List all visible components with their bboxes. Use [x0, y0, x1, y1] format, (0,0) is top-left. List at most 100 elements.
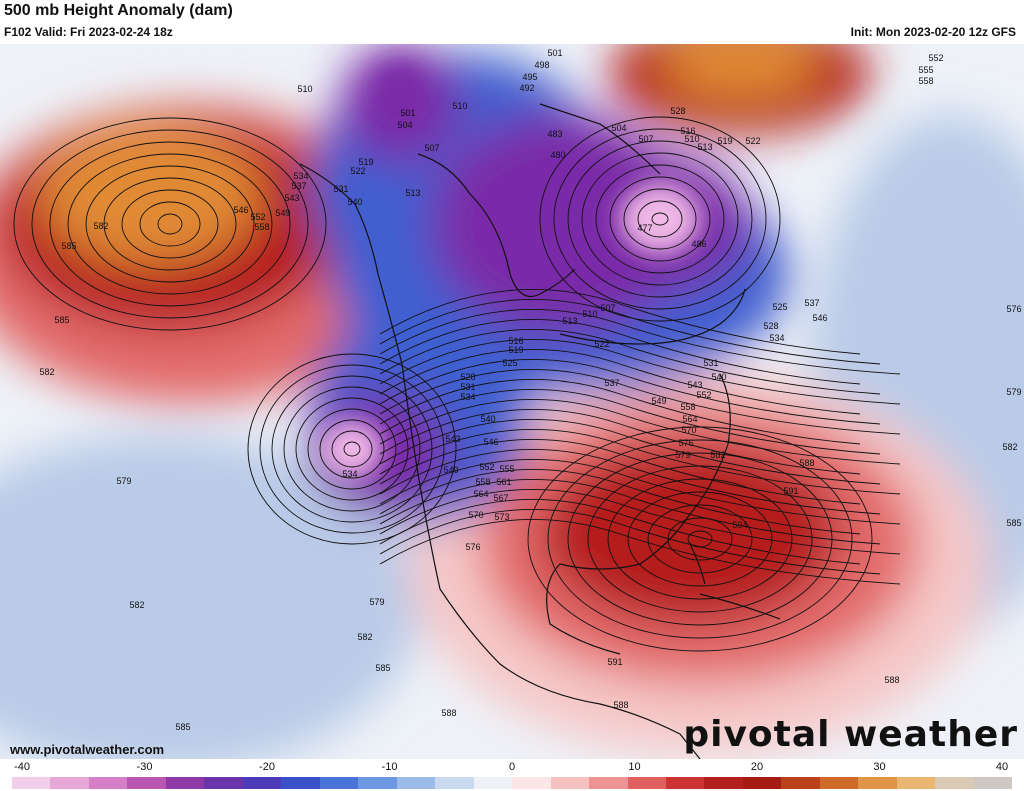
colorbar-swatch — [896, 777, 936, 789]
contour-line — [379, 339, 901, 405]
contour-label: 516 — [680, 126, 695, 136]
contour-label: 558 — [475, 477, 490, 487]
contour-label: 531 — [460, 382, 475, 392]
contour-ring — [31, 129, 309, 319]
contour-label: 594 — [732, 520, 747, 530]
contour-label: 579 — [116, 476, 131, 486]
contour-label: 564 — [473, 489, 488, 499]
contour-label: 522 — [594, 339, 609, 349]
contour-label: 585 — [375, 663, 390, 673]
colorbar-swatch — [627, 777, 666, 789]
contour-label: 549 — [275, 208, 290, 218]
contour-label: 558 — [254, 222, 269, 232]
colorbar-swatch — [281, 777, 320, 789]
contour-label: 531 — [703, 358, 718, 368]
contour-label: 582 — [129, 600, 144, 610]
contour-label: 552 — [696, 390, 711, 400]
colorbar-swatch — [781, 777, 820, 789]
colorbar-swatch — [550, 777, 590, 789]
contour-label: 567 — [493, 493, 508, 503]
contour-ring — [581, 152, 739, 286]
map-title: 500 mb Height Anomaly (dam) — [4, 2, 233, 19]
contour-label: 552 — [479, 462, 494, 472]
contour-label: 546 — [483, 437, 498, 447]
contour-label: 507 — [600, 303, 615, 313]
contour-line — [379, 329, 881, 395]
anomaly-shading — [0, 44, 1024, 759]
contour-ring — [651, 212, 669, 226]
contour-line — [379, 419, 881, 485]
chart-header: 500 mb Height Anomaly (dam) F102 Valid: … — [0, 0, 1024, 44]
contour-label: 573 — [494, 512, 509, 522]
contour-label: 558 — [680, 402, 695, 412]
contour-ring — [13, 117, 327, 331]
contour-line — [379, 389, 881, 455]
contour-ring — [157, 213, 183, 235]
contour-label: 504 — [611, 123, 626, 133]
contour-label: 588 — [884, 675, 899, 685]
contour-line — [379, 479, 881, 545]
contour-label: 570 — [468, 510, 483, 520]
anomaly-map[interactable]: 501 498 495 492 510 501 504 510 507 519 522 534 537 5… — [0, 44, 1024, 759]
contour-ring — [567, 140, 753, 298]
contour-label: 585 — [54, 315, 69, 325]
contour-ring — [139, 201, 201, 247]
contour-ring — [85, 165, 255, 283]
colorbar-ticks: -40 -30 -20 -10 0 10 20 30 40 — [12, 760, 1012, 776]
contour-label: 534 — [342, 469, 357, 479]
colorbar-tick-label: -30 — [136, 761, 153, 773]
contour-ring — [103, 177, 237, 271]
contour-ring — [49, 141, 291, 307]
contour-label: 519 — [717, 136, 732, 146]
contour-line — [379, 359, 881, 425]
colorbar-swatch — [435, 777, 474, 789]
contour-line — [379, 299, 881, 365]
colorbar-swatch — [858, 777, 897, 789]
contour-label: 483 — [547, 129, 562, 139]
contour-label: 588 — [613, 700, 628, 710]
contour-label: 537 — [291, 181, 306, 191]
contour-label: 585 — [61, 241, 76, 251]
colorbar-swatch — [473, 777, 513, 789]
contour-label: 534 — [293, 171, 308, 181]
contour-line — [379, 319, 861, 385]
colorbar-tick-label: -40 — [14, 761, 30, 773]
contour-ring — [283, 386, 421, 512]
contour-label: 585 — [1006, 518, 1021, 528]
contour-label: 540 — [711, 372, 726, 382]
contour-label: 582 — [357, 632, 372, 642]
contour-label: 576 — [465, 542, 480, 552]
contour-label: 534 — [769, 333, 784, 343]
contour-ring — [259, 364, 445, 534]
contour-label: 555 — [918, 65, 933, 75]
colorbar-tick-label: 40 — [995, 761, 1009, 773]
colorbar-swatch — [204, 777, 243, 789]
anomaly-cores — [322, 64, 700, 477]
contour-label: 528 — [670, 106, 685, 116]
contour-label: 519 — [508, 345, 523, 355]
colorbar-tick-label: 10 — [628, 761, 641, 773]
colorbar-tick-label: -20 — [259, 761, 275, 773]
contour-ring — [121, 189, 219, 259]
contour-label: 549 — [443, 465, 458, 475]
contour-label: 582 — [39, 367, 54, 377]
colorbar-swatch — [127, 777, 166, 789]
contour-line — [379, 409, 861, 475]
colorbar-swatch — [242, 777, 282, 789]
contour-line — [379, 289, 861, 355]
contour-label: 579 — [675, 450, 690, 460]
contour-ring — [627, 491, 773, 587]
contour-ring — [247, 353, 457, 545]
contour-line — [379, 369, 901, 435]
contour-label: 570 — [681, 425, 696, 435]
contour-label: 543 — [284, 193, 299, 203]
contour-label: 501 — [547, 48, 562, 58]
contour-label: 501 — [400, 108, 415, 118]
contour-label: 555 — [499, 464, 514, 474]
contour-label: 480 — [550, 150, 565, 160]
colorbar-swatch — [50, 777, 89, 789]
valid-time: F102 Valid: Fri 2023-02-24 18z — [4, 25, 173, 39]
contour-line — [379, 459, 901, 525]
contour-line — [379, 499, 861, 565]
source-url[interactable]: www.pivotalweather.com — [10, 742, 165, 757]
